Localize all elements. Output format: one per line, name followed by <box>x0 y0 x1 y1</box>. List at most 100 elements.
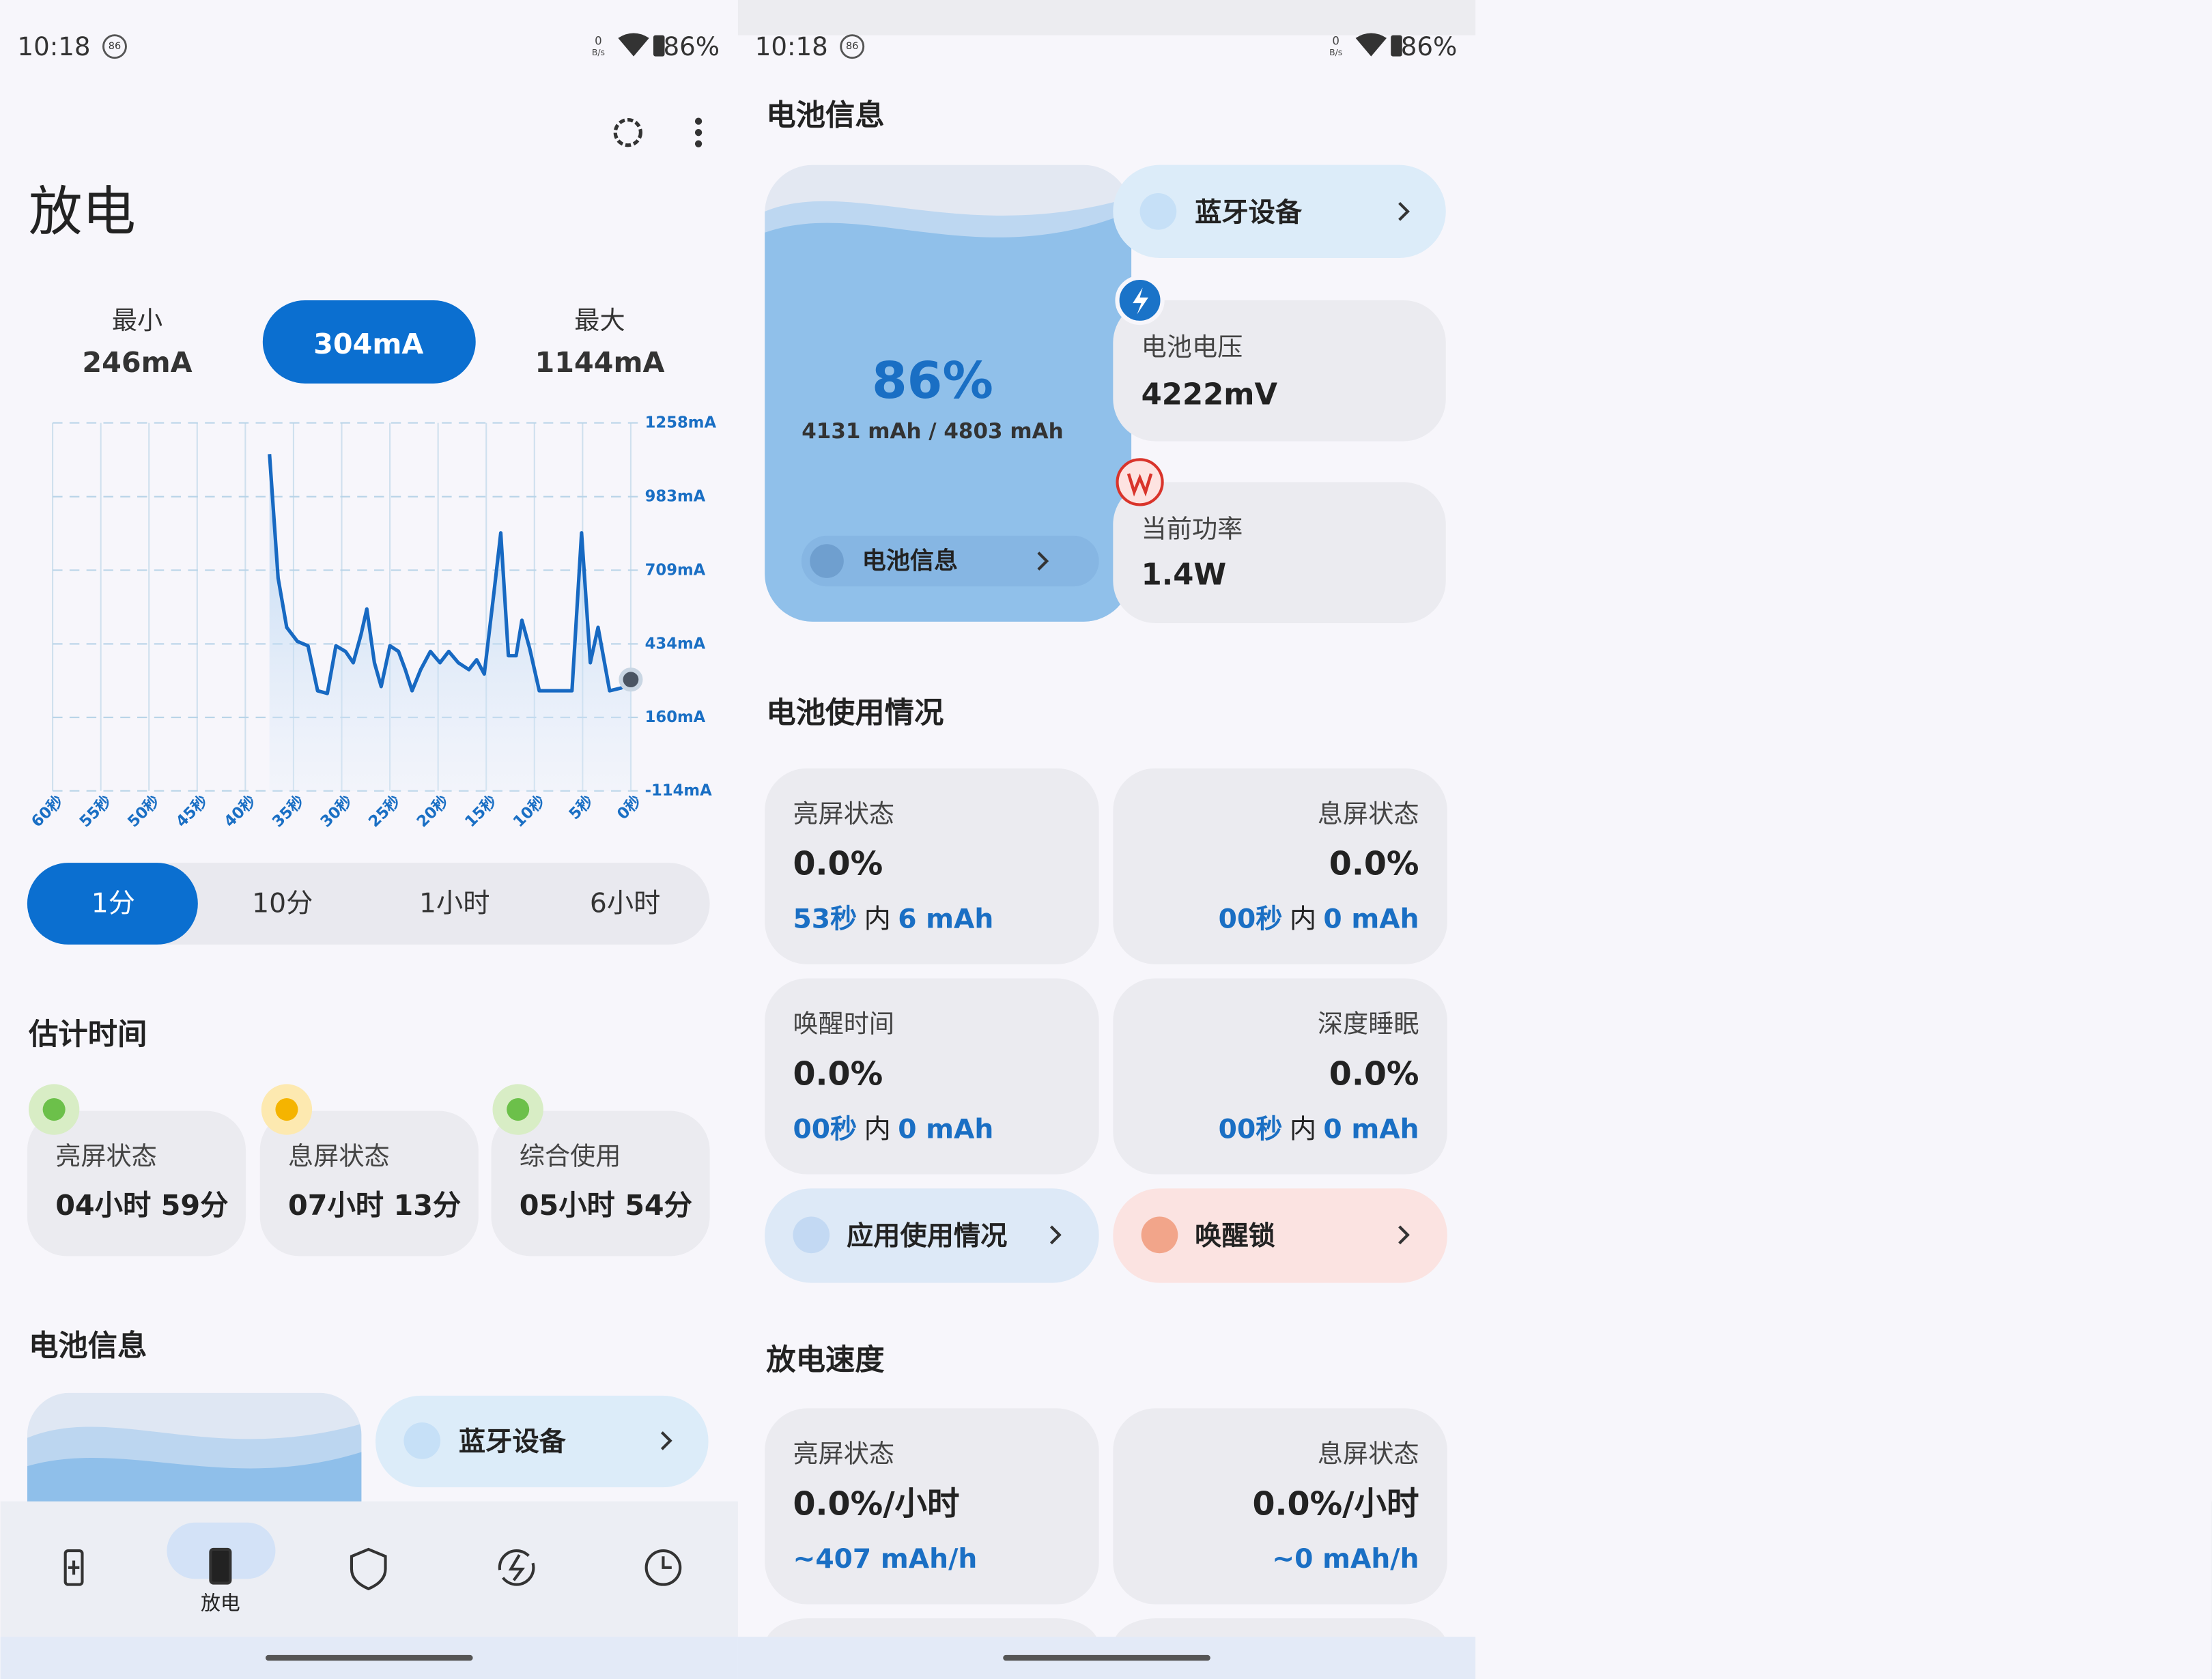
range-active[interactable] <box>27 863 198 945</box>
status-badge-text: 86 <box>846 41 858 52</box>
label: 息屏状态 <box>1318 1439 1419 1469</box>
label: 0.0% <box>1329 1055 1419 1093</box>
label: 息屏状态 <box>288 1141 390 1171</box>
detail-line: 53秒内 6 mAh <box>793 904 993 934</box>
detail-part: 53秒 <box>793 904 857 934</box>
battery-icon <box>653 35 665 57</box>
detail-part: 内 <box>1290 904 1316 934</box>
bluetooth-button[interactable] <box>1113 164 1446 258</box>
net-speed: 0 <box>595 34 602 47</box>
detail-part: 00秒 <box>793 1114 857 1145</box>
label: 304mA <box>313 328 423 360</box>
icon-part <box>508 1554 526 1581</box>
wave-front <box>765 211 1132 622</box>
battery-icon <box>1391 35 1402 57</box>
y-tick-label: 434mA <box>645 635 706 652</box>
label: 86% <box>872 351 993 410</box>
section-title: 电池信息 <box>29 1330 147 1364</box>
label: 唤醒锁 <box>1195 1221 1275 1252</box>
y-tick-label: 983mA <box>645 488 706 506</box>
detail-part: 内 <box>1290 1114 1316 1145</box>
label: 4222mV <box>1142 377 1278 412</box>
detail-line: 00秒内 0 mAh <box>1219 904 1419 934</box>
net-speed-unit: B/s <box>592 47 605 57</box>
detail-part: 6 mAh <box>898 904 993 934</box>
page-title: 放电 <box>29 180 136 243</box>
nav-icon[interactable] <box>63 1549 84 1586</box>
label: 1144mA <box>535 346 665 379</box>
icon-part <box>63 1549 84 1586</box>
label: 电池电压 <box>1142 332 1243 362</box>
estimate-icon-dot <box>507 1098 530 1121</box>
end-point <box>619 668 643 692</box>
power-icon <box>1116 458 1164 506</box>
range-option: 1小时 <box>419 888 490 919</box>
chevron <box>1398 1225 1410 1245</box>
menu-dot[interactable] <box>694 117 703 125</box>
label: ~0 mAh/h <box>1272 1544 1419 1575</box>
button-icon <box>1141 1216 1178 1254</box>
net-speed: 0 <box>1332 34 1339 47</box>
chevron <box>1398 201 1410 221</box>
label: 0.0% <box>1329 846 1419 883</box>
label: 亮屏状态 <box>793 799 894 829</box>
nav-icon[interactable] <box>209 1547 232 1585</box>
wakelock-button[interactable] <box>1113 1188 1447 1283</box>
status-time: 10:18 <box>755 31 828 61</box>
label: 0.0% <box>793 846 883 883</box>
detail-part: 0 mAh <box>1323 1114 1419 1145</box>
y-tick-label: -114mA <box>645 782 713 800</box>
menu-dot[interactable] <box>694 140 703 147</box>
button-icon <box>810 544 844 578</box>
bluetooth-icon <box>403 1422 441 1459</box>
usage-card <box>765 768 1099 964</box>
icon-part <box>68 1560 80 1575</box>
app-usage-button[interactable] <box>765 1188 1099 1283</box>
nav-icon[interactable] <box>350 1547 387 1591</box>
nav-icon[interactable] <box>498 1549 535 1586</box>
usage-card <box>1113 978 1447 1175</box>
section-title: 电池信息 <box>766 98 884 132</box>
label: 亮屏状态 <box>793 1439 894 1469</box>
icon-part <box>350 1547 387 1591</box>
label: 深度睡眠 <box>1318 1009 1419 1039</box>
icon-part <box>644 1549 682 1586</box>
label: 最大 <box>574 305 625 335</box>
label: ~407 mAh/h <box>793 1544 977 1575</box>
estimate-card <box>27 1110 246 1257</box>
label: 4131 mAh / 4803 mAh <box>802 419 1063 444</box>
detail-part: 内 <box>864 1114 891 1145</box>
label: 07小时 13分 <box>288 1189 461 1222</box>
label: 综合使用 <box>520 1141 621 1171</box>
battery-info-button[interactable] <box>801 535 1099 587</box>
menu-dot[interactable] <box>694 128 703 137</box>
detail-line: 00秒内 0 mAh <box>1219 1114 1419 1145</box>
range-option: 10分 <box>252 888 313 919</box>
bluetooth-icon <box>1139 192 1177 230</box>
label: 电池信息 <box>862 547 958 575</box>
nav-icon[interactable] <box>644 1549 682 1586</box>
chevron <box>660 1431 672 1450</box>
section-title: 电池使用情况 <box>766 696 944 730</box>
estimate-icon-dot <box>275 1098 298 1121</box>
detail-part: 0 mAh <box>1323 904 1419 934</box>
settings-button[interactable] <box>613 117 642 147</box>
screen-info: 10:18 86 0B/s 86% 电池信息 86% 4131 mAh / 4803 mAh… <box>737 0 2212 1679</box>
label: 1.4W <box>1142 558 1227 592</box>
button-icon <box>793 1216 830 1254</box>
label: 应用使用情况 <box>847 1221 1007 1252</box>
y-tick-label: 160mA <box>645 708 706 726</box>
status-battery: 86% <box>663 31 720 61</box>
usage-card <box>765 978 1099 1175</box>
label: 05小时 54分 <box>520 1189 692 1222</box>
nav-bar <box>0 1501 738 1637</box>
status-battery: 86% <box>1401 31 1458 61</box>
bluetooth-button[interactable] <box>375 1395 709 1488</box>
net-speed-unit: B/s <box>1329 47 1342 57</box>
chevron <box>1037 551 1049 571</box>
icon-part <box>209 1547 232 1585</box>
range-selector <box>27 863 710 945</box>
battery-card <box>765 164 1132 622</box>
label: 蓝牙设备 <box>459 1426 567 1457</box>
